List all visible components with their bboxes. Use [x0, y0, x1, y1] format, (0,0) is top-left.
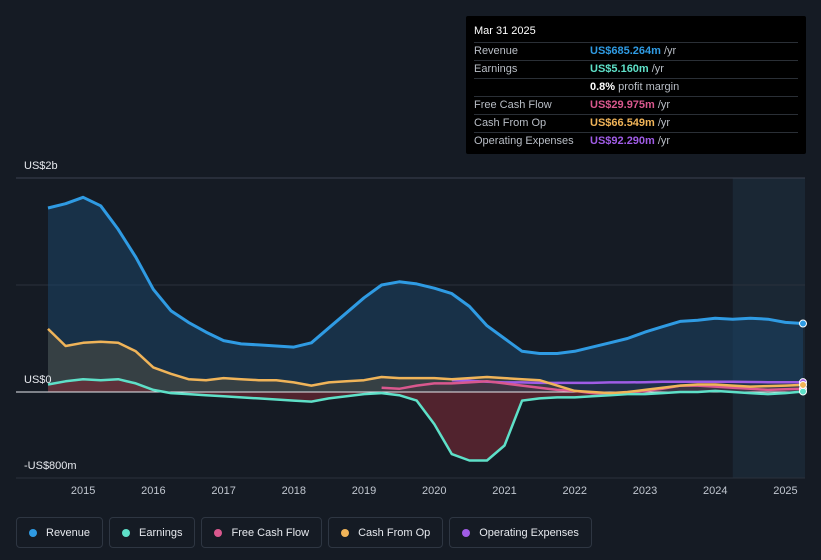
y-label-zero: US$0: [24, 374, 52, 386]
tooltip-row-unit: profit margin: [618, 81, 680, 93]
x-tick-label: 2016: [141, 485, 166, 497]
area-revenue: [48, 197, 803, 392]
tooltip-row-unit: /yr: [663, 45, 677, 57]
legend-label: Earnings: [139, 526, 183, 539]
legend-item-cash-from-op[interactable]: Cash From Op: [328, 517, 444, 548]
legend-label: Operating Expenses: [479, 526, 579, 539]
tooltip-row-value: US$92.290m: [590, 135, 655, 147]
tooltip-row-value: US$685.264m: [590, 45, 661, 57]
x-tick-label: 2024: [702, 485, 728, 497]
data-tooltip: Mar 31 2025 Revenue US$685.264m/yr Earning…: [466, 16, 806, 154]
legend-label: Cash From Op: [358, 526, 431, 539]
tooltip-row-value: US$66.549m: [590, 117, 655, 129]
endpoint-earnings: [799, 387, 807, 396]
x-tick-label: 2017: [211, 485, 236, 497]
legend-label: Revenue: [46, 526, 91, 539]
tooltip-row-unit: /yr: [651, 63, 664, 75]
tooltip-row-unit: /yr: [657, 135, 671, 147]
legend-dot-icon: [462, 528, 471, 537]
tooltip-row-unit: /yr: [657, 117, 671, 129]
tooltip-row-label: Cash From Op: [474, 117, 547, 129]
tooltip-row: 0.8% profit margin: [474, 78, 798, 96]
y-label-top: US$2b: [24, 160, 58, 172]
tooltip-row: Revenue US$685.264m/yr: [474, 42, 798, 60]
tooltip-row: Earnings US$5.160m/yr: [474, 60, 798, 78]
area-earnings: [48, 379, 803, 461]
endpoint-cash-from-op: [799, 380, 807, 389]
legend-item-revenue[interactable]: Revenue: [16, 517, 104, 548]
tooltip-row: Cash From Op US$66.549m/yr: [474, 114, 798, 132]
tooltip-row-label: Revenue: [474, 45, 519, 57]
tooltip-row-value: US$29.975m: [590, 99, 655, 111]
tooltip-row-value: US$5.160m: [590, 63, 649, 75]
x-tick-label: 2021: [492, 485, 517, 497]
x-tick-label: 2020: [422, 485, 447, 497]
x-tick-label: 2019: [351, 485, 377, 497]
legend-item-free-cash-flow[interactable]: Free Cash Flow: [201, 517, 323, 548]
legend-dot-icon: [29, 528, 37, 537]
tooltip-row-label: Operating Expenses: [474, 135, 574, 147]
tooltip-row-label: Free Cash Flow: [474, 99, 552, 111]
line-earnings: [47, 377, 804, 462]
endpoint-revenue: [799, 319, 807, 328]
legend-dot-icon: [122, 528, 131, 537]
x-tick-label: 2023: [632, 485, 658, 497]
tooltip-row-label: Earnings: [474, 63, 518, 75]
tooltip-row-label: [474, 79, 590, 96]
tooltip-row: Free Cash Flow US$29.975m/yr: [474, 96, 798, 114]
y-label-bottom: -US$800m: [24, 460, 77, 472]
tooltip-date: Mar 31 2025: [474, 25, 536, 37]
x-tick-label: 2018: [281, 485, 307, 497]
chart-legend: Revenue Earnings Free Cash Flow Cash From O…: [16, 517, 592, 548]
line-revenue: [47, 195, 804, 355]
legend-item-earnings[interactable]: Earnings: [109, 517, 196, 548]
legend-dot-icon: [341, 528, 350, 537]
x-tick-label: 2025: [773, 485, 798, 497]
legend-label: Free Cash Flow: [231, 526, 310, 539]
line-cash-from-op: [47, 328, 804, 395]
tooltip-row-unit: /yr: [657, 99, 671, 111]
x-tick-label: 2015: [70, 485, 96, 497]
legend-dot-icon: [214, 528, 223, 537]
line-operating-expenses: [451, 378, 803, 385]
x-tick-label: 2022: [562, 485, 587, 497]
tooltip-row: Operating Expenses US$92.290m/yr: [474, 132, 798, 150]
legend-item-operating-expenses[interactable]: Operating Expenses: [449, 517, 592, 548]
tooltip-row-value: 0.8%: [590, 81, 616, 93]
